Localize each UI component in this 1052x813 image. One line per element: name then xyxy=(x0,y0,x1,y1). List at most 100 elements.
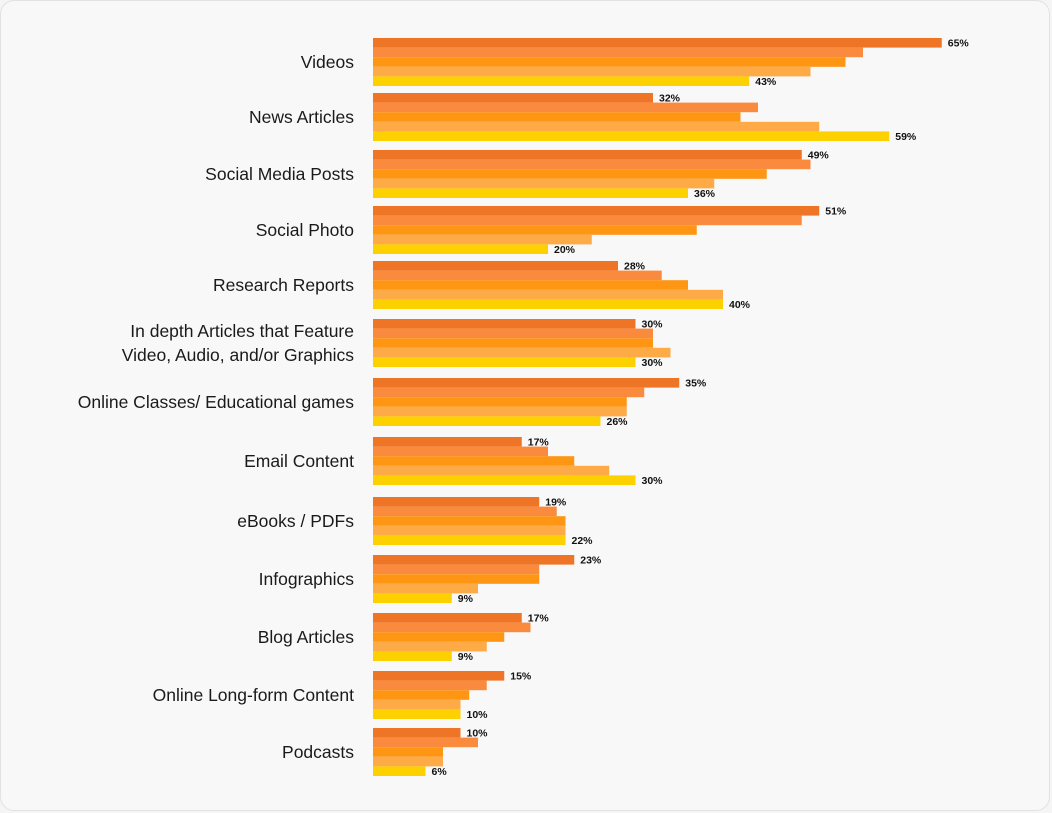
bar-g8-s4 xyxy=(373,535,566,545)
bar-g12-s2 xyxy=(373,747,443,757)
value-label-top-12: 10% xyxy=(467,727,489,739)
bar-g9-s1 xyxy=(373,564,540,575)
value-label-bottom-10: 9% xyxy=(458,651,474,663)
bar-g3-s0 xyxy=(373,206,820,216)
bar-g6-s0 xyxy=(373,378,680,388)
bar-g0-s2 xyxy=(373,57,846,67)
bar-g3-s2 xyxy=(373,225,697,235)
bar-g6-s2 xyxy=(373,397,627,407)
category-label-5-line1: Video, Audio, and/or Graphics xyxy=(122,345,354,365)
bar-g11-s4 xyxy=(373,709,461,719)
bar-g2-s3 xyxy=(373,178,715,189)
bar-g8-s3 xyxy=(373,525,566,536)
value-label-top-2: 49% xyxy=(808,149,830,161)
bar-g9-s4 xyxy=(373,593,452,603)
value-label-top-6: 35% xyxy=(685,377,707,389)
category-label-10: Blog Articles xyxy=(258,627,355,647)
bar-g7-s3 xyxy=(373,465,610,476)
bar-g4-s2 xyxy=(373,280,688,290)
value-label-top-10: 17% xyxy=(528,612,550,624)
category-label-9: Infographics xyxy=(259,569,355,589)
value-label-bottom-1: 59% xyxy=(895,131,917,143)
bar-g5-s2 xyxy=(373,338,653,348)
bar-g7-s1 xyxy=(373,446,548,457)
bar-g1-s3 xyxy=(373,121,820,132)
bar-g12-s1 xyxy=(373,737,478,748)
bar-g10-s0 xyxy=(373,613,522,623)
bar-g11-s1 xyxy=(373,680,487,691)
value-label-top-1: 32% xyxy=(659,92,681,104)
bars-layer xyxy=(373,38,942,776)
labels-layer: 65% 43% Videos 32% 59% News Articles 49% 36% Soc… xyxy=(78,37,970,777)
bar-g4-s4 xyxy=(373,299,723,309)
value-label-bottom-12: 6% xyxy=(432,766,448,778)
bar-g0-s4 xyxy=(373,76,750,86)
bar-g5-s3 xyxy=(373,347,671,358)
value-label-top-11: 15% xyxy=(510,670,532,682)
bar-g1-s4 xyxy=(373,131,890,141)
bar-g1-s1 xyxy=(373,102,758,113)
bar-g10-s4 xyxy=(373,651,452,661)
bar-g8-s1 xyxy=(373,506,557,517)
bar-g11-s2 xyxy=(373,690,470,700)
bar-g1-s0 xyxy=(373,93,653,103)
bar-g5-s1 xyxy=(373,328,653,339)
value-label-top-0: 65% xyxy=(948,37,970,49)
bar-g9-s0 xyxy=(373,555,575,565)
bar-g5-s0 xyxy=(373,319,636,329)
value-label-bottom-2: 36% xyxy=(694,188,716,200)
value-label-top-5: 30% xyxy=(642,318,664,330)
bar-g4-s3 xyxy=(373,289,723,300)
value-label-bottom-9: 9% xyxy=(458,593,474,605)
value-label-top-7: 17% xyxy=(528,436,550,448)
value-label-bottom-6: 26% xyxy=(607,416,629,428)
value-label-bottom-5: 30% xyxy=(642,357,664,369)
category-label-2: Social Media Posts xyxy=(205,164,354,184)
bar-g7-s4 xyxy=(373,475,636,485)
bar-g7-s2 xyxy=(373,456,575,466)
value-label-bottom-3: 20% xyxy=(554,244,576,256)
bar-g11-s0 xyxy=(373,671,505,681)
value-label-bottom-0: 43% xyxy=(755,76,777,88)
bar-g4-s1 xyxy=(373,270,662,281)
category-label-1: News Articles xyxy=(249,107,354,127)
bar-g10-s3 xyxy=(373,641,487,652)
bar-g0-s0 xyxy=(373,38,942,48)
value-label-bottom-11: 10% xyxy=(467,709,489,721)
bar-g3-s1 xyxy=(373,215,802,226)
bar-g12-s0 xyxy=(373,728,461,738)
category-label-4: Research Reports xyxy=(213,275,354,295)
value-label-top-4: 28% xyxy=(624,260,646,272)
bar-g10-s1 xyxy=(373,622,531,633)
bar-g4-s0 xyxy=(373,261,618,271)
bar-g8-s0 xyxy=(373,497,540,507)
bar-g9-s2 xyxy=(373,574,540,584)
category-label-7: Email Content xyxy=(244,451,354,471)
bar-g5-s4 xyxy=(373,357,636,367)
bar-g3-s4 xyxy=(373,244,548,254)
bar-g12-s3 xyxy=(373,756,443,767)
bar-g6-s3 xyxy=(373,406,627,417)
bar-g11-s3 xyxy=(373,699,461,710)
category-label-12: Podcasts xyxy=(282,742,354,762)
bar-g0-s3 xyxy=(373,66,811,77)
bar-g12-s4 xyxy=(373,766,426,776)
category-label-6: Online Classes/ Educational games xyxy=(78,392,355,412)
category-label-11: Online Long-form Content xyxy=(153,685,354,705)
bar-g2-s1 xyxy=(373,159,811,170)
category-label-0: Videos xyxy=(301,52,354,72)
bar-g9-s3 xyxy=(373,583,478,594)
value-label-top-3: 51% xyxy=(825,205,847,217)
category-label-3: Social Photo xyxy=(256,220,354,240)
bar-g2-s4 xyxy=(373,188,688,198)
bar-g10-s2 xyxy=(373,632,505,642)
bar-g6-s1 xyxy=(373,387,645,398)
bar-g7-s0 xyxy=(373,437,522,447)
bar-g3-s3 xyxy=(373,234,592,245)
value-label-top-8: 19% xyxy=(545,496,567,508)
bar-g0-s1 xyxy=(373,47,863,58)
value-label-top-9: 23% xyxy=(580,554,602,566)
category-label-8: eBooks / PDFs xyxy=(237,511,354,531)
